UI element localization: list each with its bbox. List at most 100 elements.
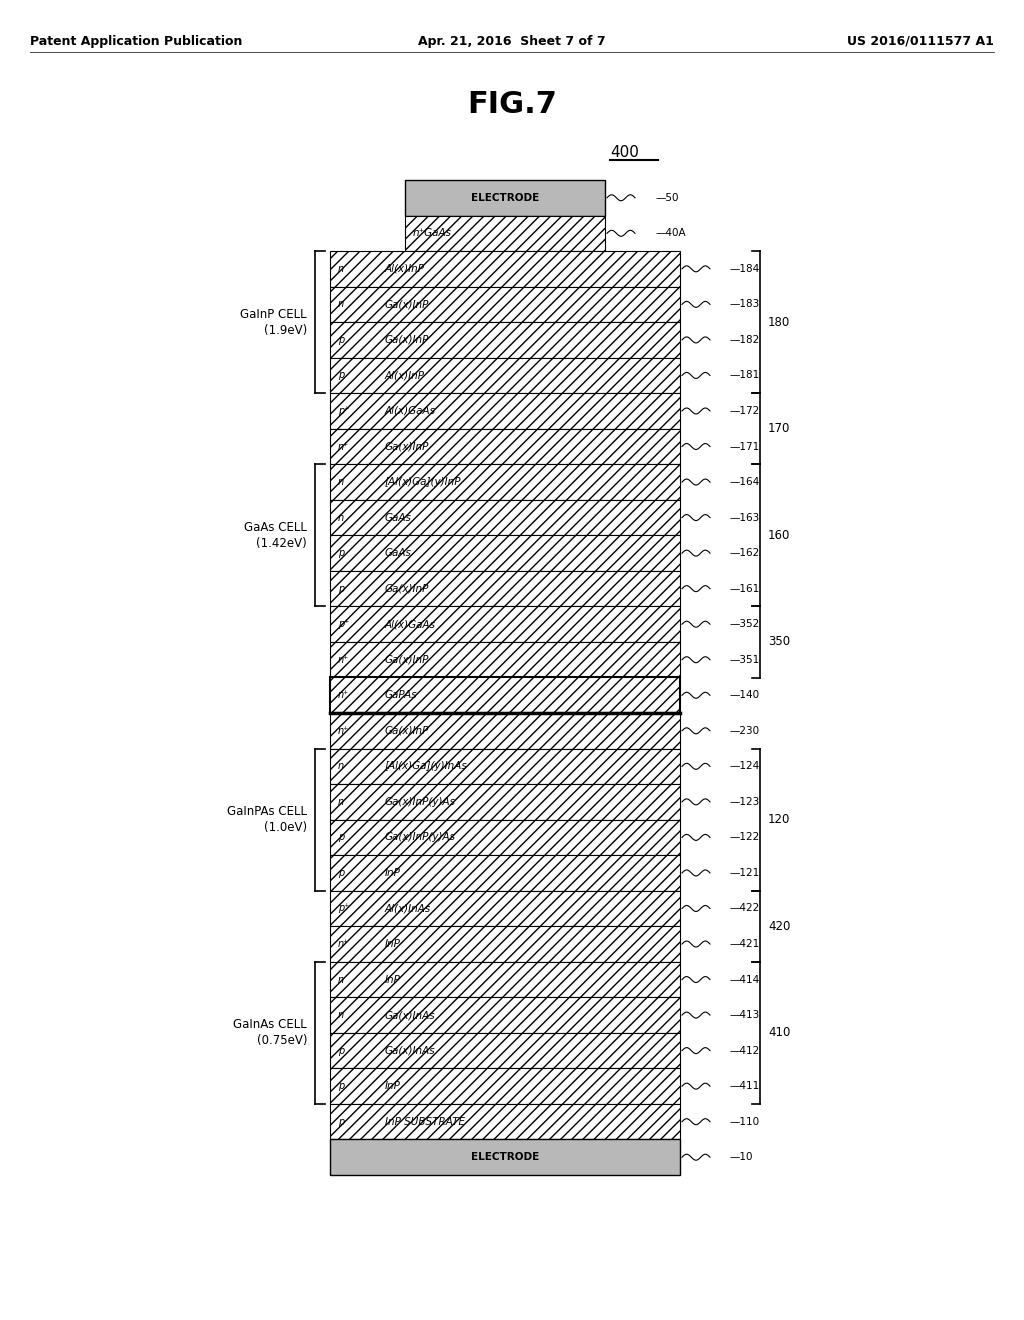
Text: 420: 420	[768, 920, 791, 933]
Text: (1.42eV): (1.42eV)	[256, 537, 307, 550]
Text: n: n	[338, 512, 344, 523]
Bar	[330, 998, 680, 1032]
Text: —123: —123	[730, 797, 760, 807]
Text: —124: —124	[730, 762, 760, 771]
Text: —171: —171	[730, 441, 760, 451]
Text: p: p	[338, 371, 344, 380]
Bar	[330, 1104, 680, 1139]
Text: n⁺: n⁺	[338, 655, 349, 665]
Text: InP SUBSTRATE: InP SUBSTRATE	[385, 1117, 465, 1127]
Text: —161: —161	[730, 583, 760, 594]
Text: p: p	[338, 548, 344, 558]
Text: p: p	[338, 583, 344, 594]
Text: —10: —10	[730, 1152, 754, 1162]
Text: ELECTRODE: ELECTRODE	[471, 1152, 539, 1162]
Text: (1.9eV): (1.9eV)	[264, 323, 307, 337]
Bar	[330, 429, 680, 465]
Text: —411: —411	[730, 1081, 760, 1092]
Text: p: p	[338, 869, 344, 878]
Bar	[330, 251, 680, 286]
Text: Apr. 21, 2016  Sheet 7 of 7: Apr. 21, 2016 Sheet 7 of 7	[418, 36, 606, 48]
Text: n: n	[338, 1010, 344, 1020]
Text: n: n	[338, 762, 344, 771]
Text: InP: InP	[385, 869, 400, 878]
Text: —182: —182	[730, 335, 760, 345]
Bar	[330, 962, 680, 998]
Text: p: p	[338, 1081, 344, 1092]
Text: Ga(x)InP: Ga(x)InP	[385, 335, 429, 345]
Bar	[330, 606, 680, 642]
Text: p: p	[338, 1117, 344, 1127]
Text: [Al(x)Ga](y)InP: [Al(x)Ga](y)InP	[385, 477, 462, 487]
Text: GaAs CELL: GaAs CELL	[244, 521, 307, 533]
Text: n⁺: n⁺	[338, 441, 349, 451]
Bar	[330, 465, 680, 500]
Text: p⁺: p⁺	[338, 903, 349, 913]
Text: —40A: —40A	[655, 228, 686, 239]
Text: 400: 400	[610, 145, 639, 160]
Bar	[330, 927, 680, 962]
Bar	[330, 677, 680, 713]
Text: Ga(x)InP(y)As: Ga(x)InP(y)As	[385, 797, 456, 807]
Text: —181: —181	[730, 371, 760, 380]
Bar	[330, 713, 680, 748]
Bar	[330, 1139, 680, 1175]
Text: —414: —414	[730, 974, 760, 985]
Text: —184: —184	[730, 264, 760, 273]
Text: Al(x)InAs: Al(x)InAs	[385, 903, 431, 913]
Text: n⁺GaAs: n⁺GaAs	[413, 228, 452, 239]
Bar	[330, 536, 680, 570]
Text: —352: —352	[730, 619, 760, 630]
Text: GaAs: GaAs	[385, 548, 412, 558]
Text: p⁺: p⁺	[338, 407, 349, 416]
Bar	[330, 322, 680, 358]
Bar	[330, 1032, 680, 1068]
Text: 120: 120	[768, 813, 791, 826]
Text: p: p	[338, 335, 344, 345]
Text: US 2016/0111577 A1: US 2016/0111577 A1	[847, 36, 994, 48]
Bar	[330, 642, 680, 677]
Text: Ga(x)InP: Ga(x)InP	[385, 441, 429, 451]
Text: 410: 410	[768, 1027, 791, 1039]
Text: —413: —413	[730, 1010, 760, 1020]
Bar	[330, 820, 680, 855]
Text: n: n	[338, 477, 344, 487]
Text: Ga(x)InP(y)As: Ga(x)InP(y)As	[385, 833, 456, 842]
Text: p: p	[338, 1045, 344, 1056]
Text: Al(x)GaAs: Al(x)GaAs	[385, 407, 436, 416]
Text: (0.75eV): (0.75eV)	[256, 1035, 307, 1047]
Text: Ga(x)InAs: Ga(x)InAs	[385, 1010, 435, 1020]
Text: FIG.7: FIG.7	[467, 90, 557, 119]
Text: 180: 180	[768, 315, 791, 329]
Text: n: n	[338, 974, 344, 985]
Bar	[330, 784, 680, 820]
Text: InP: InP	[385, 939, 400, 949]
Text: —110: —110	[730, 1117, 760, 1127]
Text: —230: —230	[730, 726, 760, 735]
Text: —162: —162	[730, 548, 760, 558]
Text: Al(x)InP: Al(x)InP	[385, 264, 425, 273]
Bar	[330, 500, 680, 536]
Text: GaAs: GaAs	[385, 512, 412, 523]
Text: —140: —140	[730, 690, 760, 701]
Text: (1.0eV): (1.0eV)	[264, 821, 307, 834]
Bar	[330, 570, 680, 606]
Text: —421: —421	[730, 939, 760, 949]
Text: ELECTRODE: ELECTRODE	[471, 193, 539, 203]
Text: Ga(x)InP: Ga(x)InP	[385, 300, 429, 309]
Text: GaInP CELL: GaInP CELL	[241, 308, 307, 321]
Text: Ga(x)InP: Ga(x)InP	[385, 583, 429, 594]
Text: Ga(x)InP: Ga(x)InP	[385, 726, 429, 735]
Bar	[406, 215, 605, 251]
Text: —422: —422	[730, 903, 760, 913]
Text: n: n	[338, 300, 344, 309]
Text: [Al(x)Ga](y)InAs: [Al(x)Ga](y)InAs	[385, 762, 468, 771]
Text: Ga(x)InAs: Ga(x)InAs	[385, 1045, 435, 1056]
Text: —351: —351	[730, 655, 760, 665]
Text: n⁺: n⁺	[338, 939, 349, 949]
Bar	[330, 1068, 680, 1104]
Bar	[330, 286, 680, 322]
Text: —163: —163	[730, 512, 760, 523]
Text: —164: —164	[730, 477, 760, 487]
Text: —172: —172	[730, 407, 760, 416]
